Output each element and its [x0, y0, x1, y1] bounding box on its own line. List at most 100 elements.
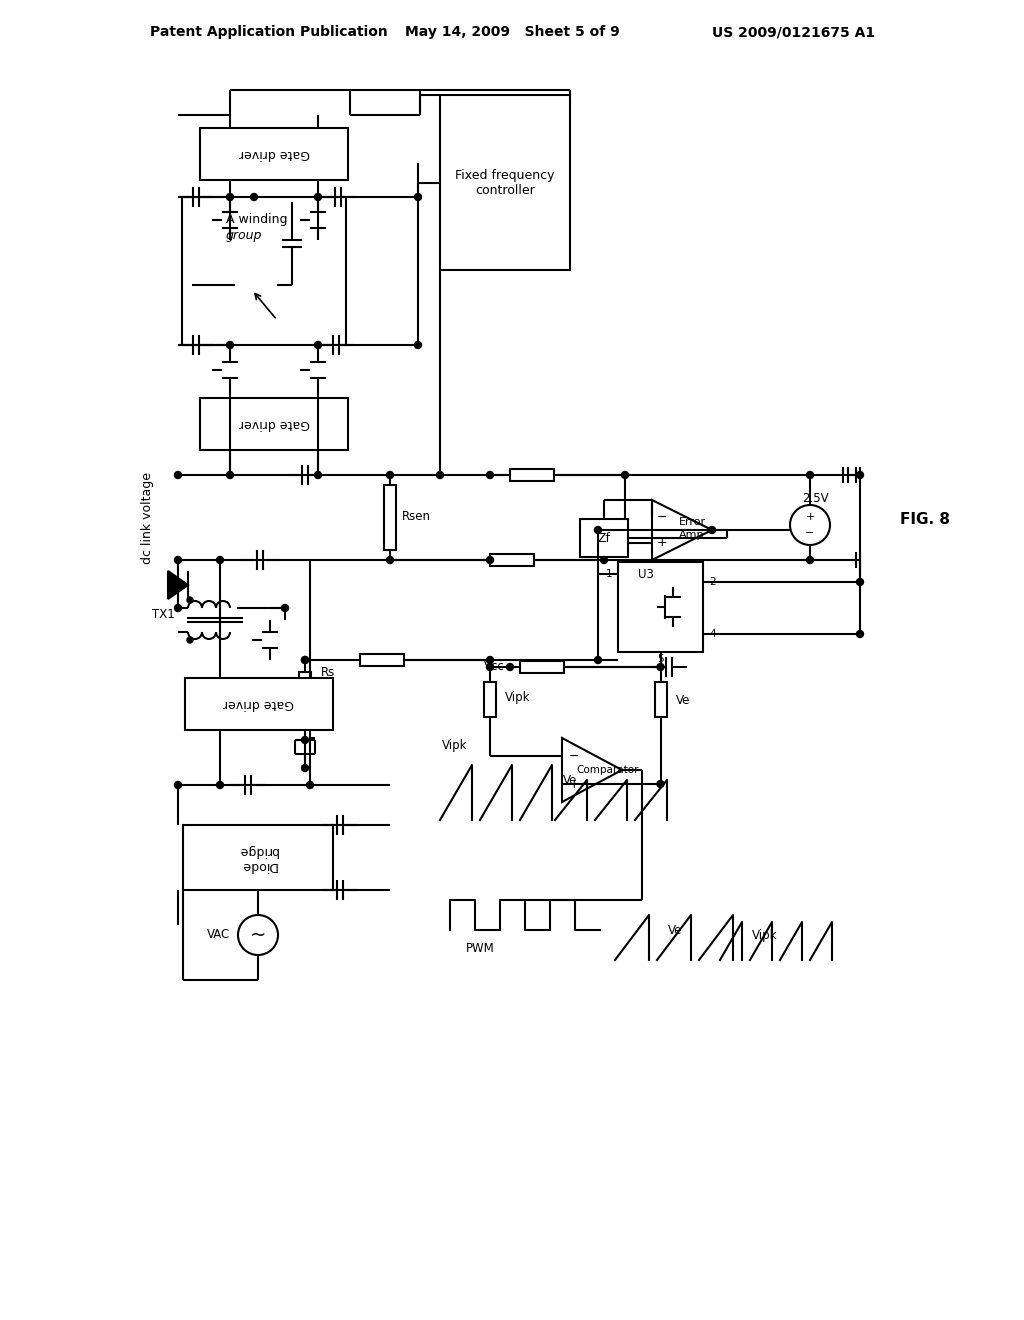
Circle shape — [709, 527, 716, 533]
Text: Ve: Ve — [676, 693, 690, 706]
Circle shape — [807, 471, 813, 479]
Text: −: − — [656, 511, 668, 524]
Circle shape — [174, 471, 181, 479]
Circle shape — [595, 656, 601, 664]
Circle shape — [301, 737, 308, 743]
Text: Rsen: Rsen — [402, 511, 431, 524]
Text: Vipk: Vipk — [442, 738, 468, 751]
Text: Vipk: Vipk — [753, 928, 778, 941]
Text: group: group — [226, 228, 262, 242]
Text: ~: ~ — [250, 925, 266, 945]
Circle shape — [386, 471, 393, 479]
Circle shape — [301, 764, 308, 771]
Text: Vipk: Vipk — [505, 690, 530, 704]
Text: 2.5V: 2.5V — [802, 491, 828, 504]
Circle shape — [657, 664, 664, 671]
Text: Vcc: Vcc — [484, 660, 505, 673]
Circle shape — [216, 557, 223, 564]
Text: −: − — [805, 528, 815, 539]
Text: Gate driver: Gate driver — [223, 697, 295, 710]
Circle shape — [486, 557, 494, 564]
Text: Ve: Ve — [668, 924, 682, 936]
Circle shape — [595, 527, 601, 533]
Circle shape — [301, 656, 308, 664]
Bar — [618, 562, 703, 652]
Circle shape — [486, 471, 494, 479]
Circle shape — [856, 471, 863, 479]
Text: TX1: TX1 — [153, 609, 175, 622]
Bar — [360, 653, 404, 667]
Circle shape — [856, 578, 863, 586]
Circle shape — [187, 597, 193, 603]
Text: Rs: Rs — [321, 665, 335, 678]
Circle shape — [251, 194, 257, 201]
Text: +: + — [656, 536, 668, 549]
Bar — [580, 519, 628, 557]
Circle shape — [622, 471, 629, 479]
Circle shape — [314, 194, 322, 201]
Bar — [440, 95, 570, 271]
Bar — [200, 128, 348, 180]
Circle shape — [386, 557, 393, 564]
Circle shape — [226, 194, 233, 201]
Text: 2: 2 — [709, 577, 716, 587]
Text: Gate driver: Gate driver — [239, 148, 309, 161]
Bar — [490, 554, 534, 566]
Circle shape — [415, 194, 422, 201]
Circle shape — [415, 342, 422, 348]
Circle shape — [301, 656, 308, 664]
Circle shape — [486, 664, 494, 671]
Text: Amp: Amp — [679, 531, 705, 540]
Text: Patent Application Publication: Patent Application Publication — [150, 25, 388, 40]
Bar — [182, 197, 346, 345]
Text: Ve: Ve — [563, 774, 578, 787]
Text: Fixed frequency
controller: Fixed frequency controller — [456, 169, 555, 197]
Text: Zf: Zf — [597, 532, 610, 544]
Circle shape — [226, 471, 233, 479]
Bar — [299, 672, 311, 708]
Text: +: + — [568, 777, 580, 791]
Circle shape — [600, 557, 607, 564]
Text: VAC: VAC — [207, 928, 230, 941]
Text: 1: 1 — [605, 569, 612, 579]
Polygon shape — [168, 572, 188, 599]
Text: Gate driver: Gate driver — [239, 417, 309, 430]
Circle shape — [314, 471, 322, 479]
Circle shape — [282, 605, 289, 611]
Text: dc link voltage: dc link voltage — [141, 473, 155, 564]
Bar — [520, 661, 564, 673]
Bar — [484, 682, 496, 717]
Text: Comparator: Comparator — [577, 766, 639, 775]
Circle shape — [187, 638, 193, 643]
Bar — [183, 825, 333, 890]
Bar — [185, 678, 333, 730]
Text: 5: 5 — [657, 653, 664, 664]
Circle shape — [174, 557, 181, 564]
Circle shape — [436, 471, 443, 479]
Circle shape — [507, 664, 513, 671]
Bar — [654, 682, 667, 717]
Circle shape — [856, 631, 863, 638]
Text: −: − — [568, 750, 580, 763]
Text: A winding: A winding — [226, 213, 288, 226]
Text: 4: 4 — [709, 630, 716, 639]
Text: May 14, 2009   Sheet 5 of 9: May 14, 2009 Sheet 5 of 9 — [404, 25, 620, 40]
Circle shape — [216, 781, 223, 788]
Circle shape — [486, 656, 494, 664]
Text: Error: Error — [679, 517, 706, 527]
Text: +: + — [805, 512, 815, 521]
Bar — [384, 484, 396, 550]
Text: PWM: PWM — [466, 941, 495, 954]
Circle shape — [226, 342, 233, 348]
Circle shape — [306, 781, 313, 788]
Bar — [510, 469, 554, 480]
Text: Diode
bridge: Diode bridge — [238, 843, 279, 871]
Circle shape — [174, 605, 181, 611]
Circle shape — [657, 780, 664, 788]
Circle shape — [807, 557, 813, 564]
Circle shape — [174, 781, 181, 788]
Text: FIG. 8: FIG. 8 — [900, 512, 950, 528]
Text: U3: U3 — [638, 568, 654, 581]
Text: US 2009/0121675 A1: US 2009/0121675 A1 — [712, 25, 874, 40]
Circle shape — [314, 342, 322, 348]
